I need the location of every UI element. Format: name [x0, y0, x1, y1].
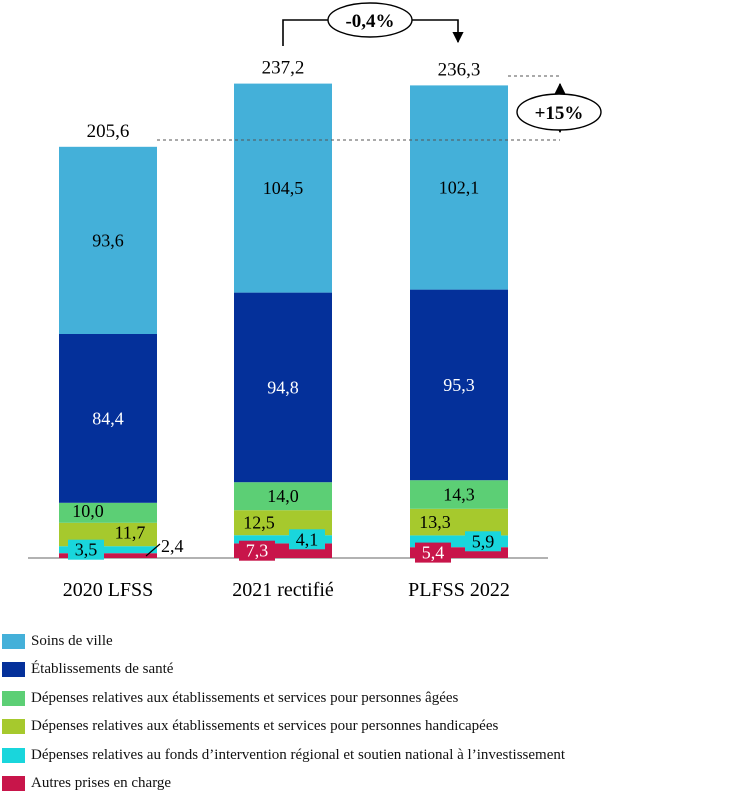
bar-segment [59, 146, 157, 334]
value-label: 95,3 [443, 375, 475, 395]
category-label: PLFSS 2022 [408, 579, 510, 601]
legend: Soins de ville Établissements de santé Dép… [2, 627, 730, 798]
bar-segment [410, 85, 508, 290]
legend-label: Soins de ville [31, 632, 113, 649]
value-label: 10,0 [72, 501, 104, 521]
stacked-bar-chart: 2,4 3,5 11,7 10,0 84,4 93,6 205,6 2020 LFSS 7,3 4… [28, 2, 602, 601]
value-label: 11,7 [115, 523, 146, 543]
value-label: 14,0 [267, 486, 299, 506]
change-annotation: -0,4% [327, 2, 413, 38]
legend-label: Dépenses relatives aux établissements et… [31, 718, 499, 735]
value-label-badge [289, 529, 325, 550]
legend-label: Établissements de santé [31, 661, 174, 678]
value-label: 14,3 [443, 485, 475, 505]
total-label: 236,3 [438, 59, 481, 80]
bar-segment [234, 83, 332, 293]
value-label: 2,4 [161, 536, 184, 556]
total-label: 237,2 [262, 58, 305, 79]
bar-segment [234, 535, 332, 544]
legend-swatch [2, 690, 25, 706]
legend-item: Dépenses relatives aux établissements et… [2, 713, 730, 742]
legend-item: Dépenses relatives au fonds d’interventi… [2, 741, 730, 770]
leader-line-2-4 [145, 543, 161, 557]
value-label-badge [415, 542, 451, 563]
legend-swatch [2, 747, 25, 763]
bar-segment [410, 547, 508, 558]
value-label: 5,4 [422, 543, 445, 563]
value-label: 102,1 [439, 178, 480, 198]
legend-swatch [2, 776, 25, 792]
bar-segment [234, 292, 332, 483]
bar-segment [59, 334, 157, 503]
value-label: 7,3 [246, 541, 269, 561]
legend-item: Dépenses relatives aux établissements et… [2, 684, 730, 713]
growth-annotation: +15% [516, 93, 602, 131]
value-label: 5,9 [472, 531, 495, 551]
value-label: 84,4 [92, 408, 124, 428]
value-label-badge [239, 540, 275, 561]
bar-segment [59, 553, 157, 558]
bar-segment [410, 508, 508, 536]
bar-segment [59, 546, 157, 554]
value-label: 94,8 [267, 377, 299, 397]
legend-item: Établissements de santé [2, 656, 730, 685]
value-label: 4,1 [296, 529, 319, 549]
value-label: 93,6 [92, 230, 124, 250]
bar-segment [410, 480, 508, 509]
total-label: 205,6 [87, 121, 130, 142]
bar-segment [410, 535, 508, 548]
legend-swatch [2, 633, 25, 649]
bar-segment [59, 502, 157, 523]
value-label-badge [68, 539, 104, 560]
value-label-badge [465, 531, 501, 552]
value-label: 3,5 [75, 540, 98, 560]
legend-item: Soins de ville [2, 627, 730, 656]
legend-label: Autres prises en charge [31, 775, 172, 792]
legend-swatch [2, 662, 25, 678]
value-label: 12,5 [243, 513, 275, 533]
change-label: -0,4% [345, 11, 394, 32]
category-label: 2021 rectifié [232, 579, 334, 601]
value-label: 104,5 [263, 178, 304, 198]
value-label: 13,3 [419, 512, 451, 532]
legend-label: Dépenses relatives aux établissements et… [31, 689, 459, 706]
bar-segment [410, 289, 508, 481]
growth-label: +15% [535, 103, 584, 124]
legend-item: Autres prises en charge [2, 770, 730, 799]
legend-label: Dépenses relatives au fonds d’interventi… [31, 746, 566, 763]
legend-swatch [2, 719, 25, 735]
category-label: 2020 LFSS [63, 579, 154, 601]
bar-segment [234, 482, 332, 511]
